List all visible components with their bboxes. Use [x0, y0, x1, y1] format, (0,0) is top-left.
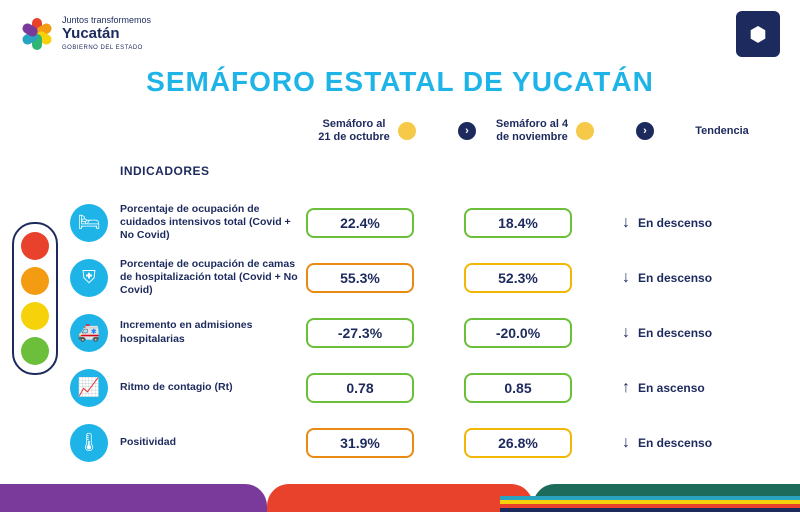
indicator-icon: 🚑 — [70, 314, 108, 352]
indicator-rows: 🛏Porcentaje de ocupación de cuidados int… — [70, 195, 780, 470]
flower-icon — [20, 17, 54, 51]
value-pill-1: 22.4% — [306, 208, 414, 238]
arrow-down-icon: ↓ — [622, 269, 630, 287]
col1-label: Semáforo al 21 de octubre — [316, 118, 392, 144]
col1-dot-icon — [398, 122, 416, 140]
brand-text: Juntos transformemos Yucatán GOBIERNO DE… — [62, 16, 151, 52]
trend-cell: ↓ En descenso — [622, 214, 712, 232]
indicator-label: Positividad — [108, 436, 306, 449]
trend-text: En ascenso — [638, 381, 705, 395]
indicator-icon: 📈 — [70, 369, 108, 407]
trend-cell: ↓ En descenso — [622, 269, 712, 287]
arrow-down-icon: ↓ — [622, 324, 630, 342]
indicator-icon: 🌡 — [70, 424, 108, 462]
arrow-right-icon: › — [636, 122, 654, 140]
brand-name: Yucatán — [62, 26, 151, 43]
value-pill-1: 0.78 — [306, 373, 414, 403]
trend-cell: ↑ En ascenso — [622, 379, 705, 397]
value-pill-2: 26.8% — [464, 428, 572, 458]
value-pill-1: 55.3% — [306, 263, 414, 293]
indicator-row: 🌡Positividad31.9% 26.8% ↓ En descenso — [70, 415, 780, 470]
indicator-label: Porcentaje de ocupación de cuidados inte… — [108, 203, 306, 242]
indicator-label: Porcentaje de ocupación de camas de hosp… — [108, 258, 306, 297]
trend-text: En descenso — [638, 216, 712, 230]
indicator-icon: 🛏 — [70, 204, 108, 242]
indicator-row: 🛏Porcentaje de ocupación de cuidados int… — [70, 195, 780, 250]
value-pill-2: 0.85 — [464, 373, 572, 403]
state-shield-icon: ⬢ — [736, 11, 780, 57]
page-title: SEMÁFORO ESTATAL DE YUCATÁN — [0, 66, 800, 98]
value-pill-1: -27.3% — [306, 318, 414, 348]
trend-cell: ↓ En descenso — [622, 324, 712, 342]
column-headers: Semáforo al 21 de octubre › Semáforo al … — [0, 118, 800, 144]
trend-text: En descenso — [638, 436, 712, 450]
indicator-row: ⛨Porcentaje de ocupación de camas de hos… — [70, 250, 780, 305]
value-pill-2: 52.3% — [464, 263, 572, 293]
value-pill-1: 31.9% — [306, 428, 414, 458]
traffic-light-icon — [12, 222, 58, 375]
indicadores-heading: INDICADORES — [120, 164, 210, 178]
col1-header: Semáforo al 21 de octubre — [316, 118, 458, 144]
arrow-up-icon: ↑ — [622, 379, 630, 397]
col2-header: Semáforo al 4 de noviembre — [494, 118, 636, 144]
col2-dot-icon — [576, 122, 594, 140]
arrow-down-icon: ↓ — [622, 214, 630, 232]
indicator-row: 📈Ritmo de contagio (Rt)0.78 0.85 ↑ En ascen… — [70, 360, 780, 415]
indicator-label: Ritmo de contagio (Rt) — [108, 381, 306, 394]
trend-cell: ↓ En descenso — [622, 434, 712, 452]
value-pill-2: 18.4% — [464, 208, 572, 238]
indicator-icon: ⛨ — [70, 259, 108, 297]
trend-text: En descenso — [638, 271, 712, 285]
footer-stripes — [500, 496, 800, 512]
trend-header: Tendencia — [672, 125, 772, 137]
arrow-down-icon: ↓ — [622, 434, 630, 452]
indicator-row: 🚑Incremento en admisiones hospitalarias-… — [70, 305, 780, 360]
arrow-right-icon: › — [458, 122, 476, 140]
col2-label: Semáforo al 4 de noviembre — [494, 118, 570, 144]
header: Juntos transformemos Yucatán GOBIERNO DE… — [0, 0, 800, 60]
indicator-label: Incremento en admisiones hospitalarias — [108, 319, 306, 345]
brand-slogan: Juntos transformemos — [62, 15, 151, 25]
brand-sub: GOBIERNO DEL ESTADO — [62, 45, 143, 51]
trend-text: En descenso — [638, 326, 712, 340]
brand-logo: Juntos transformemos Yucatán GOBIERNO DE… — [20, 16, 151, 52]
value-pill-2: -20.0% — [464, 318, 572, 348]
